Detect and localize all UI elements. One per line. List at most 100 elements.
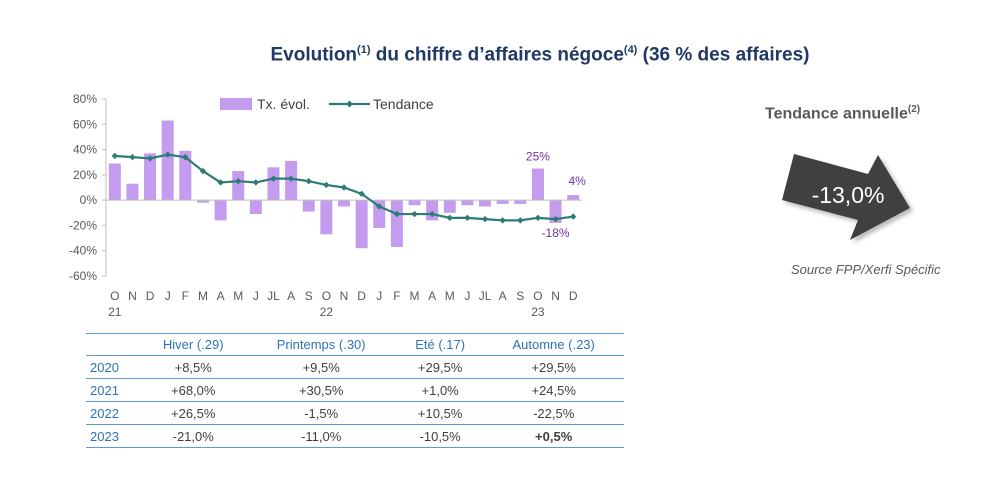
x-tick-label: N: [551, 289, 560, 303]
title-footnote-4: (4): [623, 44, 638, 56]
bar: [496, 200, 509, 204]
trend-point: [199, 167, 207, 175]
x-tick-label: N: [128, 289, 137, 303]
bar: [461, 200, 474, 206]
bar-line-chart: -60%-40%-20%0%20%40%60%80%O N D J F M A M J JL A S O…: [69, 92, 586, 319]
legend-line-marker: [346, 100, 353, 108]
table-cell: -22,5%: [483, 401, 624, 425]
data-label: -18%: [542, 226, 570, 240]
x-tick-label: J: [464, 289, 470, 303]
bar: [302, 200, 315, 212]
trend-point: [164, 151, 171, 158]
y-tick-label: 60%: [73, 117, 97, 131]
bar: [408, 200, 421, 206]
table-cell: +8,5%: [141, 355, 246, 379]
bar: [373, 200, 386, 228]
table-year: 2021: [86, 378, 141, 402]
trend-point: [499, 217, 506, 224]
x-tick-label: A: [217, 289, 225, 303]
trend-point: [569, 213, 577, 220]
x-tick-label: F: [182, 289, 189, 303]
legend-bar-label: Tx. évol.: [257, 96, 310, 112]
arrow-shape: [782, 154, 910, 240]
x-tick-label: D: [357, 289, 366, 303]
trend-point: [358, 190, 365, 198]
table-cell: +9,5%: [245, 355, 397, 379]
bar: [161, 120, 174, 201]
y-tick-label: -40%: [69, 244, 97, 258]
bar: [426, 200, 439, 221]
title-footnote-1: (1): [357, 44, 371, 56]
y-tick-label: 40%: [73, 143, 97, 157]
table-cell: -10,5%: [396, 424, 484, 448]
table-row: 2022 +26,5% -1,5% +10,5% -22,5%: [86, 401, 624, 425]
x-tick-label: JL: [267, 289, 280, 303]
table-header-printemps: Printemps (.30): [245, 333, 397, 356]
bar: [179, 150, 192, 201]
legend-line-label: Tendance: [373, 96, 434, 112]
bar: [126, 183, 139, 201]
x-tick-label: J: [253, 289, 259, 303]
bar: [443, 200, 456, 213]
x-tick-label: A: [499, 289, 507, 303]
trend-point: [111, 152, 119, 160]
table-year: 2023: [86, 424, 141, 448]
title-text: Evolution: [270, 44, 358, 66]
table-row: 2020 +8,5% +9,5% +29,5% +29,5%: [86, 355, 624, 379]
chart-title: Evolution(1) du chiffre d’affaires négoc…: [190, 44, 890, 66]
bar: [355, 200, 368, 249]
x-tick-label: M: [198, 289, 208, 303]
table-year: 2020: [86, 355, 141, 379]
table-header-automne: Automne (.23): [483, 333, 624, 356]
source-note: Source FPP/Xerfi Spécific: [791, 262, 941, 277]
bar: [320, 200, 333, 235]
y-tick-label: 20%: [73, 168, 97, 182]
title-text-middle: du chiffre d’affaires négoce: [370, 44, 624, 66]
trend-point: [464, 214, 471, 222]
trend-arrow-icon: -13,0%: [782, 154, 910, 240]
bar: [479, 200, 492, 207]
annual-trend-value: -13,0%: [812, 182, 885, 208]
bar: [196, 200, 209, 203]
table-cell: +68,0%: [141, 378, 246, 402]
data-label: 25%: [526, 150, 550, 164]
x-tick-label: O: [110, 289, 119, 303]
trend-point: [428, 210, 436, 218]
trend-point: [305, 177, 312, 185]
trend-point: [481, 215, 489, 223]
trend-point: [393, 210, 401, 218]
trend-point: [517, 217, 524, 224]
trend-point: [182, 153, 189, 161]
bar: [267, 167, 280, 201]
trend-point: [252, 179, 260, 186]
table-cell: +0,5%: [483, 424, 624, 448]
table-cell: +29,5%: [483, 355, 624, 379]
table-cell: -1,5%: [245, 401, 397, 425]
x-tick-label: F: [393, 289, 400, 303]
table-cell: -21,0%: [141, 424, 246, 448]
trend-point: [129, 153, 136, 161]
legend-bar-swatch: [220, 98, 252, 110]
y-tick-label: 0%: [80, 193, 98, 207]
bar: [531, 168, 544, 201]
x-tick-label: N: [340, 289, 349, 303]
trend-point: [340, 184, 348, 191]
trend-point: [146, 155, 154, 162]
x-tick-label: S: [305, 289, 313, 303]
trend-point: [217, 179, 224, 186]
y-tick-label: 80%: [73, 92, 97, 106]
seasonal-table: Hiver (.29) Printemps (.30) Eté (.17) Au…: [86, 333, 624, 448]
trend-point: [235, 177, 242, 185]
trend-point: [552, 215, 559, 223]
table-year: 2022: [86, 401, 141, 425]
trend-point: [376, 203, 383, 210]
table-header-ete: Eté (.17): [396, 333, 484, 356]
x-tick-label: JL: [479, 289, 492, 303]
table-header-corner: [86, 333, 141, 356]
x-tick-label: M: [410, 289, 420, 303]
trend-point: [446, 214, 453, 222]
bar: [214, 200, 227, 221]
table-header-hiver: Hiver (.29): [141, 333, 246, 356]
x-tick-label: D: [569, 289, 578, 303]
x-tick-label: A: [428, 289, 436, 303]
